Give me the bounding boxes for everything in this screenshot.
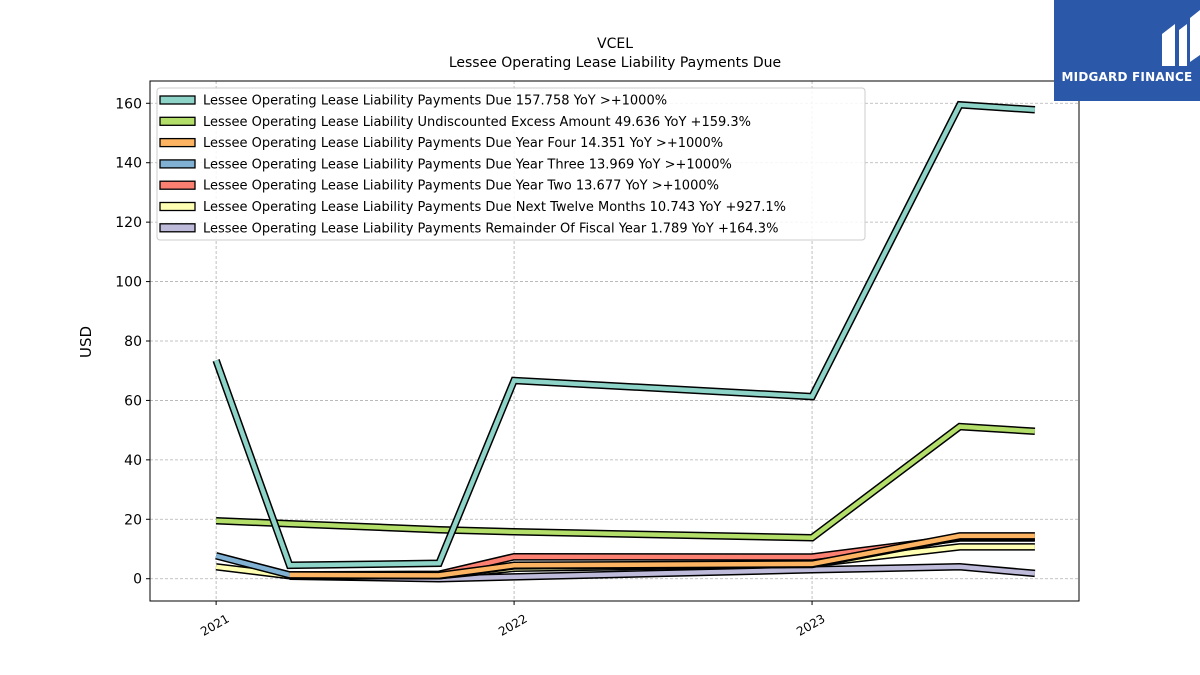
legend-label: Lessee Operating Lease Liability Payment…: [203, 136, 723, 151]
legend-label: Lessee Operating Lease Liability Undisco…: [203, 115, 751, 130]
chart-title: VCEL: [597, 36, 633, 52]
legend-box: [156, 87, 866, 241]
legend-swatch: [159, 201, 196, 212]
legend-label: Lessee Operating Lease Liability Payment…: [203, 94, 667, 109]
chart-svg: VCEL Lessee Operating Lease Liability Pa…: [77, 36, 1080, 639]
series-line-2: [289, 533, 1035, 578]
series-layer: [212, 100, 1036, 583]
legend-swatch: [159, 180, 196, 190]
legend-label: Lessee Operating Lease Liability Payment…: [203, 200, 786, 215]
y-tick-label: 80: [124, 334, 142, 350]
y-tick-label: 60: [124, 393, 142, 409]
legend-swatch: [159, 223, 196, 233]
y-tick-label: 20: [124, 512, 142, 528]
legend-swatch: [159, 137, 196, 148]
y-tick-label: 40: [124, 453, 142, 469]
y-tick-label: 160: [115, 96, 142, 112]
y-tick-label: 140: [115, 156, 142, 172]
legend-label: Lessee Operating Lease Liability Payment…: [203, 179, 719, 194]
y-tick-label: 100: [115, 275, 142, 291]
legend-swatch: [159, 116, 196, 126]
legend: Lessee Operating Lease Liability Payment…: [156, 87, 866, 241]
y-tick-label: 0: [133, 572, 142, 588]
series-line-0: [213, 102, 1036, 568]
x-tick-label: 2022: [496, 611, 529, 638]
series-outline-1: [215, 422, 1036, 542]
x-tick-label: 2023: [794, 611, 827, 638]
legend-label: Lessee Operating Lease Liability Payment…: [203, 221, 778, 236]
legend-swatch: [159, 159, 196, 169]
logo-text: MIDGARD FINANCE: [1061, 70, 1193, 84]
legend-swatch: [159, 95, 196, 105]
series-line-1: [216, 424, 1036, 540]
chart-subtitle: Lessee Operating Lease Liability Payment…: [449, 55, 781, 71]
x-tick-label: 2021: [198, 611, 231, 638]
y-axis-label: USD: [77, 326, 95, 358]
midgard-logo-icon: [1162, 10, 1200, 66]
y-tick-label: 120: [115, 215, 142, 231]
legend-label: Lessee Operating Lease Liability Payment…: [203, 157, 732, 172]
brand-logo: MIDGARD FINANCE: [1054, 0, 1200, 101]
